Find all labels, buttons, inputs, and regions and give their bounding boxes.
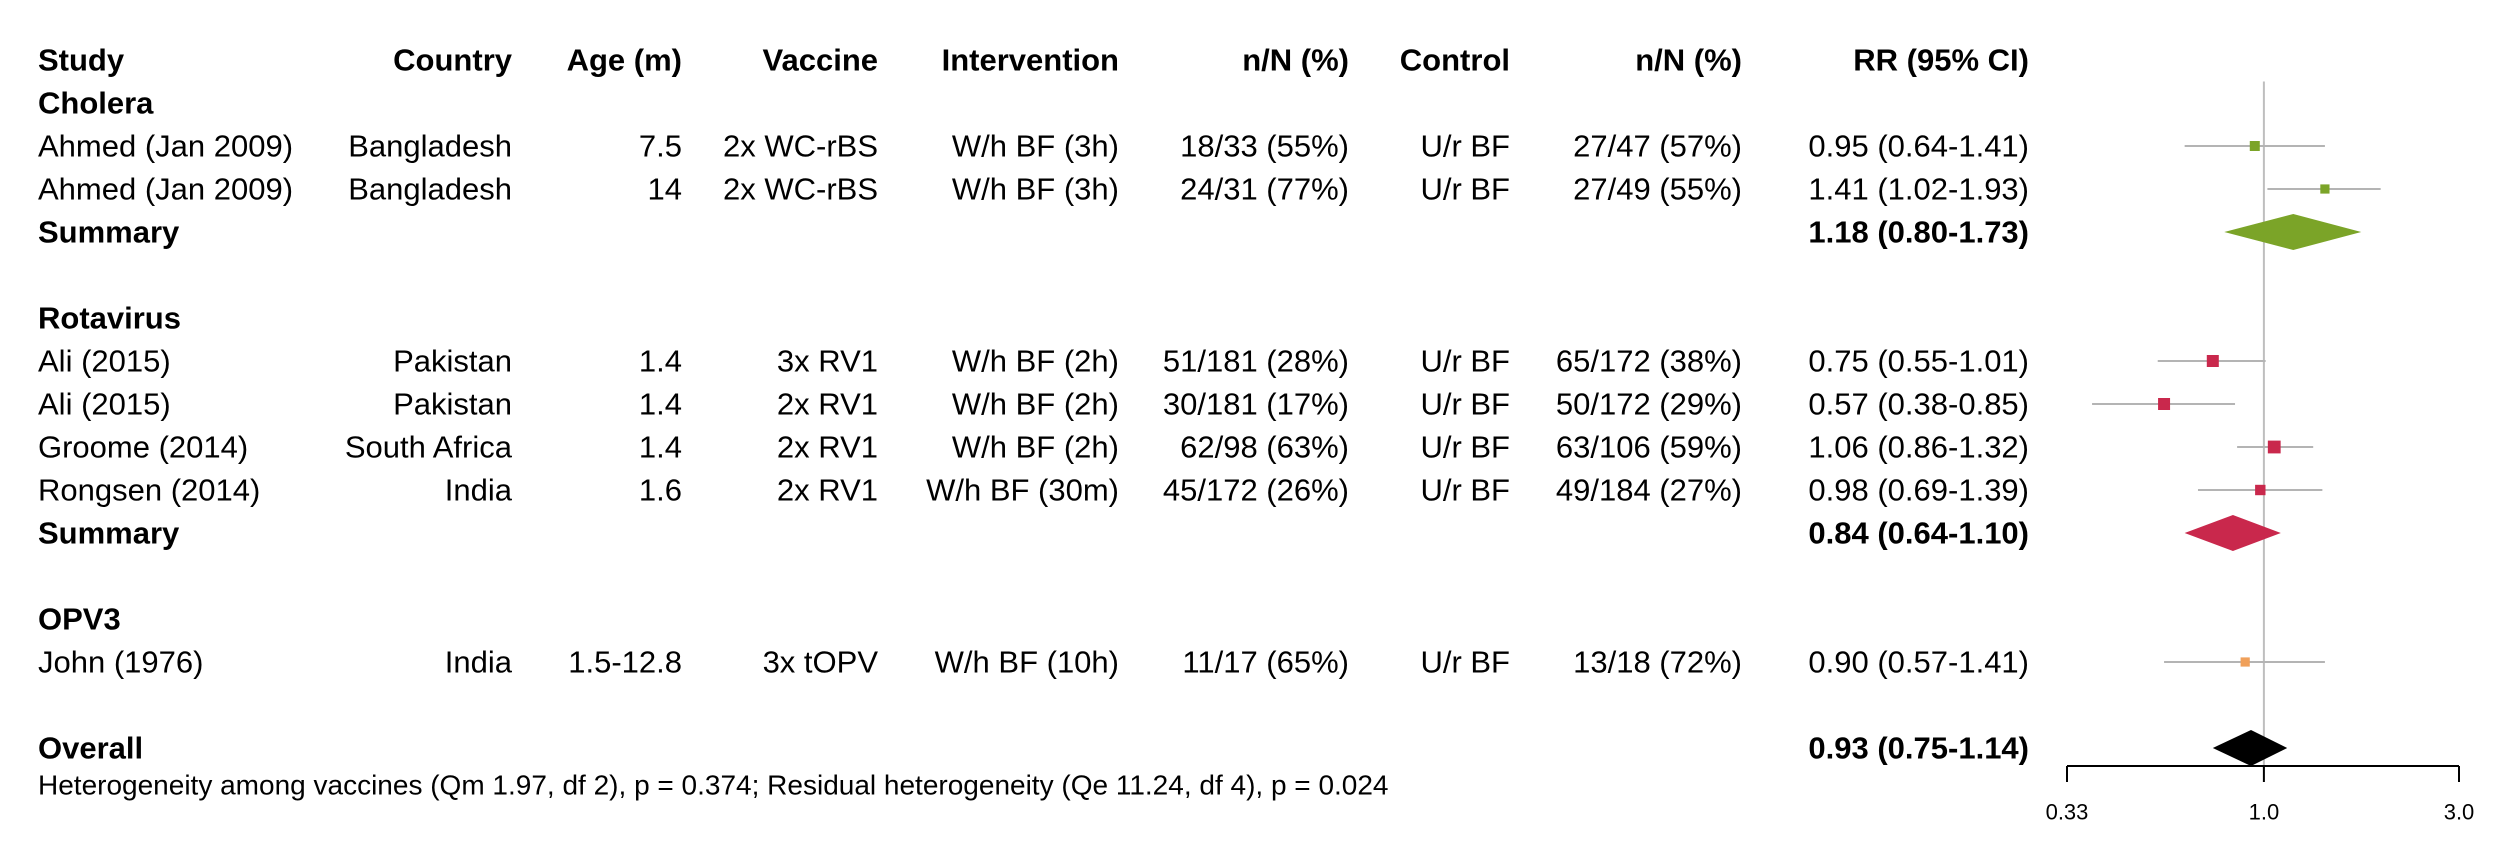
column-header-control: Control: [1400, 43, 1510, 78]
cell-intervention: W/h BF (3h): [952, 172, 1119, 207]
cell-rr: 0.57 (0.38-0.85): [1808, 387, 2029, 422]
column-header-vaccine: Vaccine: [763, 43, 878, 78]
cell-vaccine: 3x RV1: [777, 344, 878, 379]
column-header-ctl_n: n/N (%): [1635, 43, 1742, 78]
study-point: [2158, 398, 2171, 410]
column-header-age: Age (m): [567, 43, 682, 78]
cell-rr: 0.90 (0.57-1.41): [1808, 645, 2029, 680]
cell-ctl_n: 13/18 (72%): [1573, 645, 1742, 680]
study-point: [2255, 484, 2266, 496]
summary-diamond: [2224, 214, 2362, 250]
cell-int_n: 11/17 (65%): [1182, 645, 1349, 680]
study-point: [2206, 355, 2219, 367]
cell-int_n: 51/181 (28%): [1163, 344, 1349, 379]
cell-country: India: [445, 473, 513, 508]
x-tick-label: 3.0: [2444, 800, 2475, 825]
column-header-rr: RR (95% CI): [1853, 43, 2029, 78]
cell-age: 14: [648, 172, 682, 207]
cell-intervention: W/h BF (3h): [952, 129, 1119, 164]
column-header-int_n: n/N (%): [1242, 43, 1349, 78]
cell-int_n: 30/181 (17%): [1163, 387, 1349, 422]
cell-country: India: [445, 645, 513, 680]
cell-age: 7.5: [639, 129, 682, 164]
cell-vaccine: 2x RV1: [777, 473, 878, 508]
cell-study: Ahmed (Jan 2009): [38, 129, 293, 164]
summary-label: Summary: [38, 516, 180, 551]
overall-rr: 0.93 (0.75-1.14): [1808, 731, 2029, 766]
cell-control: U/r BF: [1420, 387, 1510, 422]
column-header-country: Country: [393, 43, 513, 78]
cell-intervention: W/h BF (30m): [926, 473, 1119, 508]
cell-age: 1.4: [639, 430, 682, 465]
cell-country: South Africa: [345, 430, 513, 465]
cell-age: 1.6: [639, 473, 682, 508]
cell-control: U/r BF: [1420, 473, 1510, 508]
cell-control: U/r BF: [1420, 344, 1510, 379]
summary-label: Summary: [38, 215, 180, 250]
cell-study: Ali (2015): [38, 344, 171, 379]
cell-vaccine: 3x tOPV: [763, 645, 879, 680]
cell-country: Pakistan: [393, 344, 512, 379]
cell-country: Bangladesh: [348, 172, 512, 207]
summary-diamond: [2212, 730, 2288, 766]
group-label: Rotavirus: [38, 301, 181, 336]
cell-intervention: W/h BF (10h): [935, 645, 1119, 680]
cell-int_n: 24/31 (77%): [1180, 172, 1349, 207]
cell-control: U/r BF: [1420, 645, 1510, 680]
overall-label: Overall: [38, 731, 143, 766]
cell-rr: 0.98 (0.69-1.39): [1808, 473, 2029, 508]
cell-control: U/r BF: [1420, 430, 1510, 465]
cell-ctl_n: 65/172 (38%): [1556, 344, 1742, 379]
cell-study: Ali (2015): [38, 387, 171, 422]
footnote: Heterogeneity among vaccines (Qm 1.97, d…: [38, 770, 1389, 801]
cell-country: Pakistan: [393, 387, 512, 422]
cell-ctl_n: 27/47 (57%): [1573, 129, 1742, 164]
cell-ctl_n: 27/49 (55%): [1573, 172, 1742, 207]
cell-intervention: W/h BF (2h): [952, 344, 1119, 379]
study-point: [2267, 440, 2281, 454]
cell-vaccine: 2x RV1: [777, 430, 878, 465]
group-label: OPV3: [38, 602, 121, 637]
cell-country: Bangladesh: [348, 129, 512, 164]
study-point: [2249, 141, 2260, 151]
summary-rr: 0.84 (0.64-1.10): [1808, 516, 2029, 551]
cell-study: John (1976): [38, 645, 203, 680]
cell-int_n: 62/98 (63%): [1180, 430, 1349, 465]
cell-vaccine: 2x RV1: [777, 387, 878, 422]
cell-intervention: W/h BF (2h): [952, 430, 1119, 465]
cell-ctl_n: 49/184 (27%): [1556, 473, 1742, 508]
column-header-study: Study: [38, 43, 125, 78]
cell-int_n: 45/172 (26%): [1163, 473, 1349, 508]
cell-rr: 1.06 (0.86-1.32): [1808, 430, 2029, 465]
summary-rr: 1.18 (0.80-1.73): [1808, 215, 2029, 250]
study-point: [2240, 657, 2250, 667]
cell-study: Ahmed (Jan 2009): [38, 172, 293, 207]
cell-age: 1.5-12.8: [568, 645, 682, 680]
cell-study: Groome (2014): [38, 430, 248, 465]
summary-diamond: [2184, 515, 2281, 551]
x-tick-label: 0.33: [2046, 800, 2089, 825]
cell-vaccine: 2x WC-rBS: [723, 129, 878, 164]
cell-rr: 1.41 (1.02-1.93): [1808, 172, 2029, 207]
cell-rr: 0.75 (0.55-1.01): [1808, 344, 2029, 379]
study-point: [2320, 184, 2330, 194]
x-tick-label: 1.0: [2249, 800, 2280, 825]
group-label: Cholera: [38, 86, 154, 121]
cell-rr: 0.95 (0.64-1.41): [1808, 129, 2029, 164]
cell-control: U/r BF: [1420, 172, 1510, 207]
cell-ctl_n: 50/172 (29%): [1556, 387, 1742, 422]
column-header-intervention: Intervention: [942, 43, 1119, 78]
cell-vaccine: 2x WC-rBS: [723, 172, 878, 207]
cell-int_n: 18/33 (55%): [1180, 129, 1349, 164]
cell-age: 1.4: [639, 344, 682, 379]
cell-study: Rongsen (2014): [38, 473, 260, 508]
cell-age: 1.4: [639, 387, 682, 422]
cell-ctl_n: 63/106 (59%): [1556, 430, 1742, 465]
cell-intervention: W/h BF (2h): [952, 387, 1119, 422]
cell-control: U/r BF: [1420, 129, 1510, 164]
